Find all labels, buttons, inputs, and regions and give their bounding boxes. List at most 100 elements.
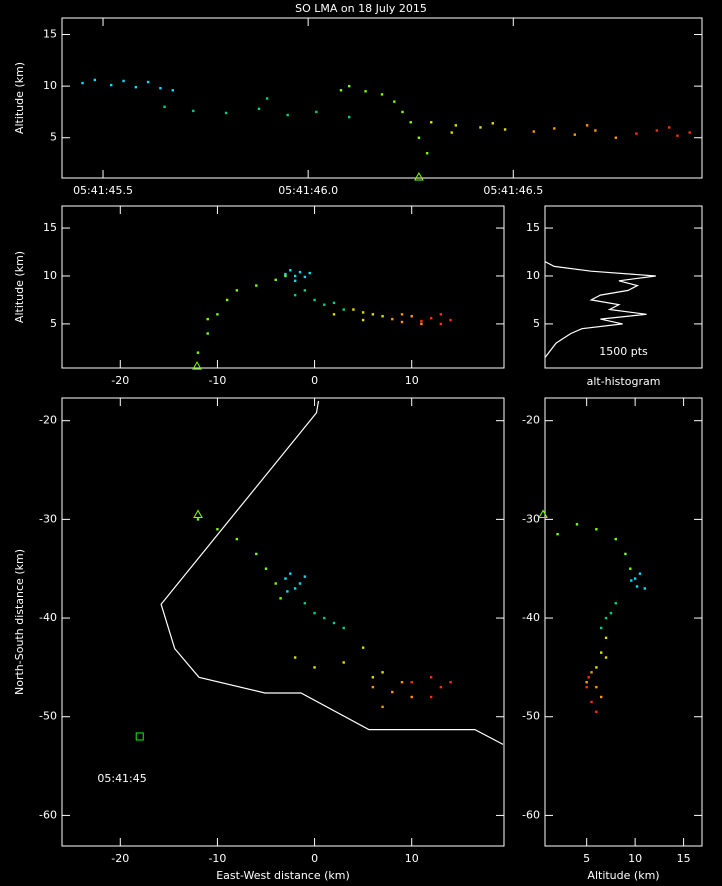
source-point	[629, 567, 632, 570]
x-axis-label: alt-histogram	[587, 375, 661, 388]
source-point	[303, 289, 307, 292]
source-point	[594, 129, 597, 132]
source-point	[196, 351, 200, 354]
x-axis-label: Altitude (km)	[587, 869, 659, 882]
source-point	[410, 315, 413, 318]
source-point	[609, 611, 613, 615]
source-point	[332, 621, 336, 625]
source-point	[633, 577, 637, 580]
source-point	[192, 109, 195, 113]
x-tick-label: 05:41:46.0	[278, 184, 338, 197]
source-point	[604, 636, 608, 639]
source-point	[630, 579, 633, 582]
source-point	[638, 572, 642, 575]
y-axis-label: North-South distance (km)	[13, 549, 26, 695]
source-point	[308, 271, 311, 275]
source-point	[342, 661, 345, 664]
source-point	[371, 676, 375, 679]
source-point	[614, 537, 617, 541]
source-point	[595, 666, 598, 669]
x-tick-label: 10	[405, 374, 419, 387]
source-point	[313, 666, 316, 669]
y-tick-label: 5	[533, 317, 540, 330]
source-point	[339, 89, 343, 92]
source-point	[417, 136, 421, 139]
source-point	[400, 680, 404, 684]
station-marker	[193, 509, 203, 518]
source-point	[393, 100, 396, 103]
source-point	[479, 126, 482, 129]
source-point	[450, 131, 453, 134]
source-point	[81, 81, 84, 85]
source-point	[371, 313, 375, 316]
source-point	[361, 318, 365, 322]
histogram-line	[544, 261, 656, 358]
source-point	[429, 676, 433, 679]
source-point	[224, 111, 228, 115]
source-point	[146, 80, 150, 84]
source-point	[284, 577, 287, 580]
source-point	[332, 313, 336, 316]
source-point	[163, 105, 166, 108]
source-point	[342, 308, 345, 311]
annotation: 1500 pts	[599, 345, 648, 358]
y-tick-label: -20	[522, 414, 540, 427]
x-tick-label: 10	[405, 852, 419, 865]
source-point	[614, 136, 618, 139]
source-point	[425, 152, 429, 155]
station-marker	[414, 171, 424, 181]
source-point	[491, 122, 494, 125]
y-tick-label: -50	[522, 710, 540, 723]
source-point	[585, 680, 588, 684]
source-point	[298, 270, 302, 274]
source-point	[676, 134, 679, 137]
x-tick-label: -20	[111, 852, 129, 865]
square-marker	[135, 732, 144, 741]
source-point	[439, 685, 443, 689]
source-point	[352, 308, 355, 311]
x-axis-label: East-West distance (km)	[216, 869, 350, 882]
x-tick-label: 0	[311, 374, 318, 387]
source-point	[332, 301, 336, 305]
source-point	[274, 582, 277, 585]
source-point	[595, 710, 598, 713]
source-point	[655, 129, 659, 132]
source-point	[347, 115, 351, 119]
plot-frame	[61, 17, 703, 179]
x-tick-label: 15	[677, 852, 691, 865]
source-point	[364, 90, 367, 93]
y-tick-label: -30	[522, 512, 540, 525]
y-tick-label: 5	[50, 317, 57, 330]
source-point	[216, 313, 219, 316]
source-point	[635, 132, 638, 135]
plot-frame	[61, 205, 505, 369]
source-point	[575, 523, 579, 526]
source-point	[315, 110, 318, 114]
source-point	[274, 278, 277, 282]
source-point	[264, 567, 268, 570]
source-point	[604, 616, 608, 620]
source-point	[410, 695, 413, 699]
source-point	[595, 528, 598, 531]
source-point	[313, 611, 316, 615]
source-point	[93, 78, 97, 82]
source-point	[323, 616, 326, 620]
source-point	[279, 597, 282, 600]
source-point	[643, 587, 647, 590]
y-tick-label: -60	[522, 808, 540, 821]
source-point	[391, 317, 394, 321]
source-point	[196, 518, 200, 521]
source-point	[342, 626, 345, 630]
plot-frame	[544, 205, 703, 369]
chart-title: SO LMA on 18 July 2015	[295, 2, 427, 15]
source-point	[556, 532, 559, 536]
source-point	[503, 128, 507, 131]
source-point	[361, 646, 365, 649]
source-point	[429, 316, 433, 320]
source-point	[347, 84, 351, 88]
y-axis-label: Altitude (km)	[13, 62, 26, 134]
source-point	[409, 121, 412, 124]
source-point	[439, 322, 443, 326]
